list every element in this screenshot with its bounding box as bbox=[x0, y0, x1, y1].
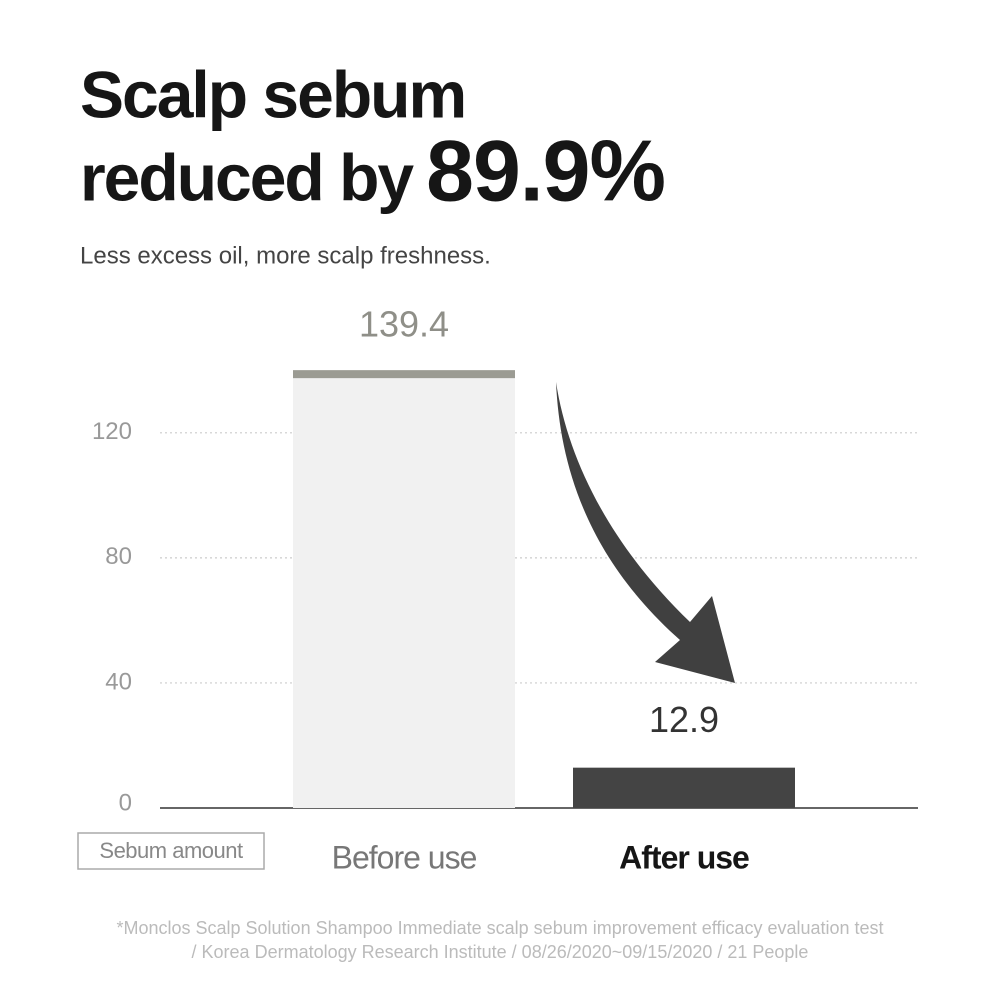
x-tick-label: After use bbox=[619, 839, 749, 875]
title-line: Scalp sebum bbox=[80, 57, 465, 131]
bar bbox=[293, 372, 515, 808]
trend-arrow bbox=[556, 382, 735, 683]
footnote: *Monclos Scalp Solution Shampoo Immediat… bbox=[116, 918, 883, 938]
y-tick-label: 0 bbox=[119, 789, 132, 816]
y-label-box bbox=[77, 832, 265, 870]
y-tick-label: 40 bbox=[105, 668, 132, 695]
title-highlight: 89.9% bbox=[426, 124, 665, 220]
bar-cap bbox=[293, 370, 515, 379]
y-tick-label: 80 bbox=[105, 543, 132, 570]
title-line: reduced by bbox=[80, 140, 414, 214]
value-label: 12.9 bbox=[649, 699, 719, 740]
value-label: 139.4 bbox=[359, 304, 449, 345]
footnote: / Korea Dermatology Research Institute /… bbox=[192, 942, 809, 962]
y-tick-label: 120 bbox=[92, 418, 132, 445]
bar bbox=[573, 767, 795, 808]
y-label: Sebum amount bbox=[99, 838, 243, 863]
x-tick-label: Before use bbox=[332, 839, 477, 875]
subtitle: Less excess oil, more scalp freshness. bbox=[80, 242, 491, 269]
